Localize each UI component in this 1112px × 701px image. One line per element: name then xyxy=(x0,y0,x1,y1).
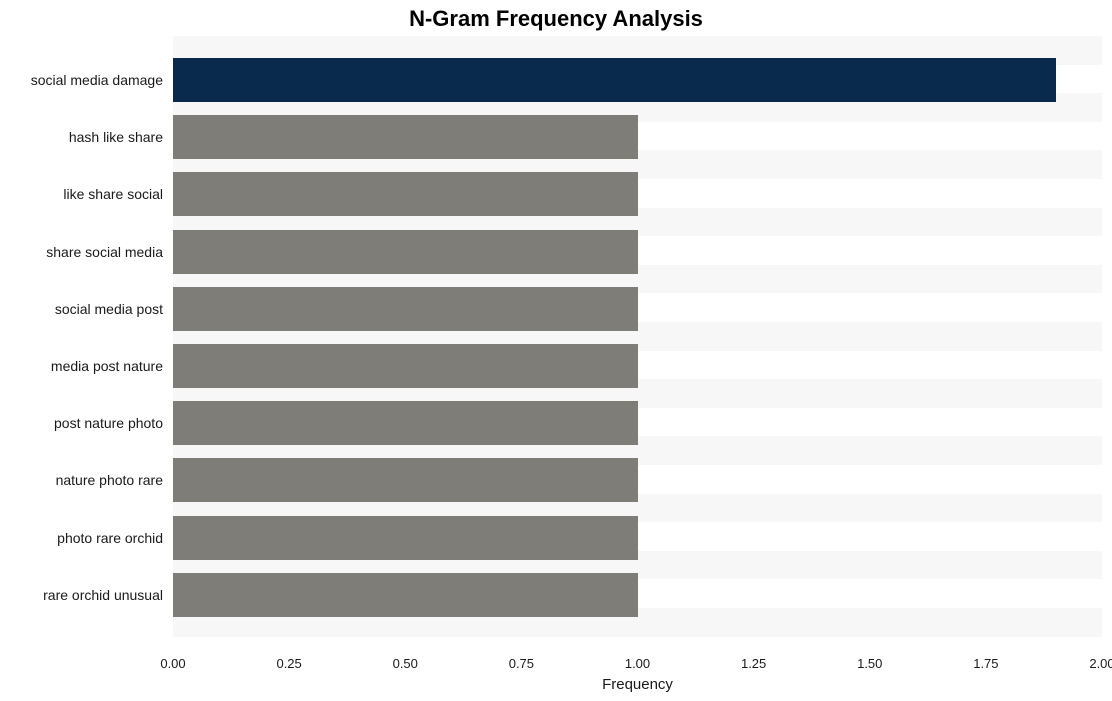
x-tick: 1.00 xyxy=(625,656,650,671)
x-axis: Frequency 0.000.250.500.751.001.251.501.… xyxy=(173,652,1102,692)
bar xyxy=(173,230,638,274)
y-tick-label: rare orchid unusual xyxy=(0,588,163,602)
x-tick: 0.75 xyxy=(509,656,534,671)
x-tick: 1.50 xyxy=(857,656,882,671)
y-tick-label: post nature photo xyxy=(0,416,163,430)
x-tick: 2.00 xyxy=(1089,656,1112,671)
x-axis-label: Frequency xyxy=(173,676,1102,693)
y-tick-label: hash like share xyxy=(0,130,163,144)
x-tick: 0.50 xyxy=(393,656,418,671)
bar xyxy=(173,344,638,388)
bar xyxy=(173,58,1056,102)
bar xyxy=(173,115,638,159)
bar xyxy=(173,573,638,617)
y-tick-label: social media damage xyxy=(0,73,163,87)
x-tick: 0.25 xyxy=(276,656,301,671)
y-tick-label: like share social xyxy=(0,187,163,201)
bar xyxy=(173,401,638,445)
y-tick-label: nature photo rare xyxy=(0,473,163,487)
plot-area: social media damagehash like sharelike s… xyxy=(173,36,1102,652)
x-tick: 1.25 xyxy=(741,656,766,671)
y-tick-label: social media post xyxy=(0,302,163,316)
y-tick-label: photo rare orchid xyxy=(0,531,163,545)
x-tick: 1.75 xyxy=(973,656,998,671)
x-tick: 0.00 xyxy=(160,656,185,671)
bar xyxy=(173,287,638,331)
bar xyxy=(173,458,638,502)
y-tick-label: media post nature xyxy=(0,359,163,373)
bar xyxy=(173,516,638,560)
chart-title: N-Gram Frequency Analysis xyxy=(0,6,1112,32)
ngram-chart: N-Gram Frequency Analysis social media d… xyxy=(0,0,1112,701)
y-tick-label: share social media xyxy=(0,245,163,259)
bar xyxy=(173,172,638,216)
